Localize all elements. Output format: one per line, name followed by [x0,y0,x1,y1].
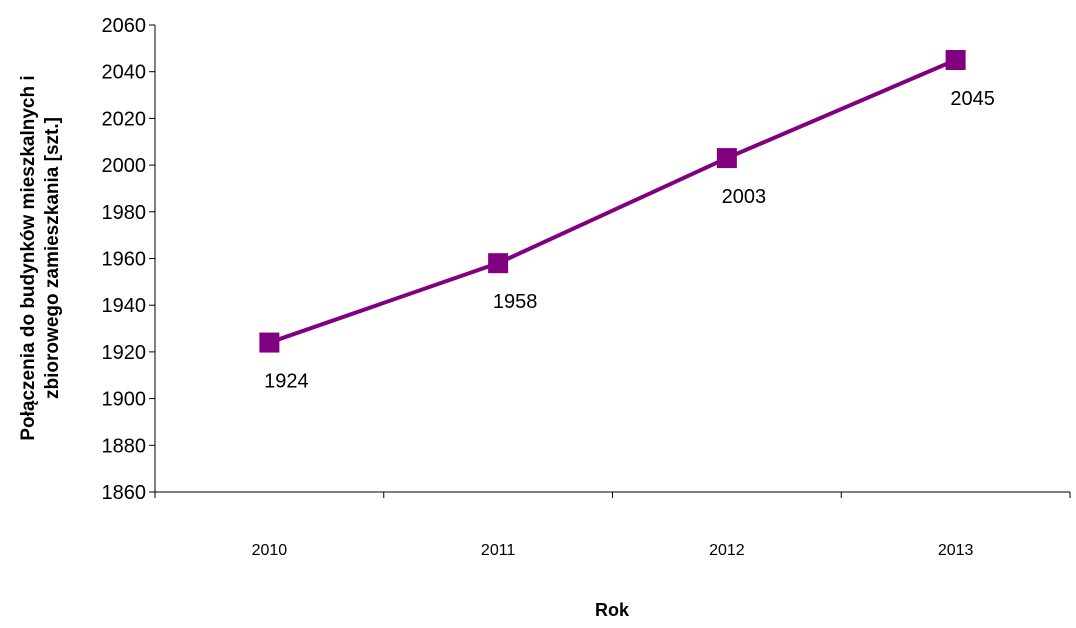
data-label: 1924 [264,371,309,393]
data-label: 2003 [722,186,767,208]
x-tick-label: 2010 [252,542,288,559]
y-tick-label: 1920 [102,342,147,364]
y-tick-label: 1860 [102,482,147,504]
x-tick-label: 2012 [709,542,745,559]
y-axis-title-line-1: Połączenia do budynków mieszkalnych i [18,75,39,440]
data-label: 2045 [950,88,995,110]
data-point-marker [488,253,509,274]
y-ticks: 1860 1880 1900 1920 1940 1960 1980 2000 2020 2040… [102,15,155,504]
y-tick-label: 1980 [102,202,147,224]
y-tick-label: 2000 [102,155,147,177]
data-point-marker [259,332,280,353]
y-tick-label: 1880 [102,435,147,457]
y-axis-title: Połączenia do budynków mieszkalnych i zb… [18,75,63,440]
x-tick-label: 2011 [481,542,516,559]
series-line [268,58,957,345]
y-tick-label: 2060 [102,15,147,37]
x-tick-label: 2013 [938,542,974,559]
y-tick-label: 2020 [102,108,147,130]
data-point-marker [716,148,737,169]
y-tick-label: 2040 [102,62,147,84]
data-point-marker [945,50,966,71]
x-axis-title: Rok [595,600,630,620]
x-ticks: 2010 2011 2012 2013 [154,492,1071,559]
data-labels: 1924 1958 2003 2045 [264,88,995,393]
y-axis-title-line-2: zbiorowego zamieszkania [szt.] [42,117,63,399]
y-tick-label: 1900 [102,389,147,411]
y-tick-label: 1940 [102,295,147,317]
y-tick-label: 1960 [102,249,147,271]
data-label: 1958 [493,291,538,313]
series [259,50,966,353]
axes [154,25,1070,493]
